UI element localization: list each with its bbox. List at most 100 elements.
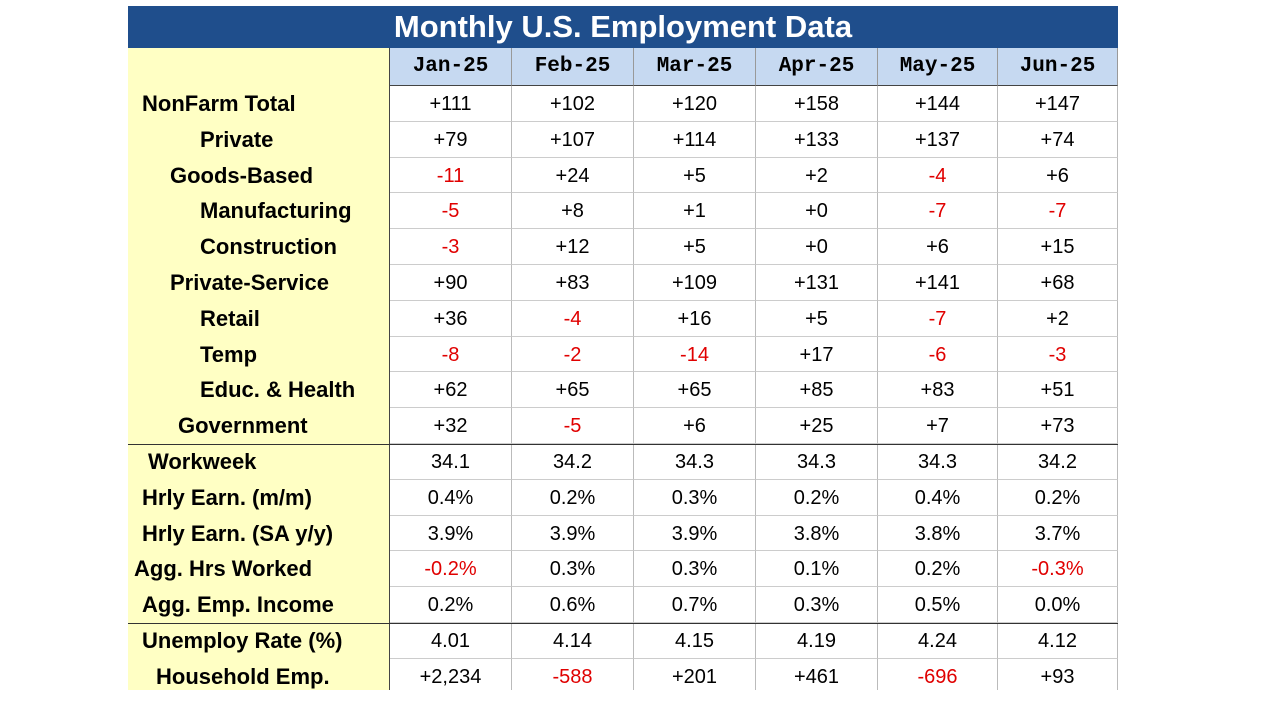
value-cell: 0.3% <box>512 551 634 588</box>
value-cell: 34.3 <box>634 444 756 480</box>
row-label: Private-Service <box>170 270 329 295</box>
value-cell: +73 <box>998 408 1118 444</box>
row-label: Construction <box>200 234 337 260</box>
value-cell: +102 <box>512 86 634 122</box>
row-label: Workweek <box>148 449 257 474</box>
row-label: Retail <box>200 305 260 331</box>
value-cell: +120 <box>634 86 756 122</box>
row-label: Temp <box>200 341 258 367</box>
value-cell: +65 <box>512 372 634 409</box>
value-cell: 3.9% <box>634 515 756 552</box>
value-cell: 0.1% <box>756 551 878 588</box>
value-cell: -11 <box>390 157 512 194</box>
value-cell: +114 <box>634 121 756 158</box>
value-cell: +147 <box>998 86 1118 122</box>
value-cell: +141 <box>878 265 998 301</box>
value-cell: +109 <box>634 265 756 301</box>
value-cell: -3 <box>390 229 512 265</box>
value-cell: -2 <box>512 336 634 373</box>
value-cell: 0.3% <box>634 551 756 588</box>
value-cell: +32 <box>390 408 512 444</box>
value-cell: +0 <box>756 193 878 230</box>
row-label: Private <box>200 126 274 152</box>
column-header: Mar-25 <box>634 48 756 86</box>
value-cell: 34.3 <box>878 444 998 480</box>
value-cell: +201 <box>634 658 756 690</box>
value-cell: +93 <box>998 658 1118 690</box>
value-cell: -0.3% <box>998 551 1118 588</box>
value-cell: +6 <box>634 408 756 444</box>
row-label: NonFarm Total <box>142 91 296 116</box>
value-cell: -0.2% <box>390 551 512 588</box>
value-cell: -4 <box>878 157 998 194</box>
value-cell: +90 <box>390 265 512 301</box>
column-header: Apr-25 <box>756 48 878 86</box>
value-cell: +8 <box>512 193 634 230</box>
value-cell: 4.01 <box>390 623 512 659</box>
value-cell: +36 <box>390 300 512 337</box>
value-cell: +51 <box>998 372 1118 409</box>
row-label: Educ. & Health <box>200 377 356 403</box>
value-cell: +6 <box>998 157 1118 194</box>
table-title: Monthly U.S. Employment Data <box>128 6 1118 48</box>
row-label: Hrly Earn. (m/m) <box>142 484 312 510</box>
value-cell: 4.14 <box>512 623 634 659</box>
value-cell: +65 <box>634 372 756 409</box>
value-cell: 34.1 <box>390 444 512 480</box>
column-header: Feb-25 <box>512 48 634 86</box>
value-cell: 0.2% <box>878 551 998 588</box>
value-cell: +24 <box>512 157 634 194</box>
value-cell: +461 <box>756 658 878 690</box>
value-cell: +85 <box>756 372 878 409</box>
value-cell: 0.2% <box>512 479 634 516</box>
value-cell: -14 <box>634 336 756 373</box>
value-cell: +15 <box>998 229 1118 265</box>
value-cell: -7 <box>998 193 1118 230</box>
row-label: Agg. Hrs Worked <box>134 556 313 582</box>
value-cell: +25 <box>756 408 878 444</box>
value-cell: 34.2 <box>998 444 1118 480</box>
value-cell: 4.19 <box>756 623 878 659</box>
value-cell: 0.3% <box>634 479 756 516</box>
value-cell: +5 <box>756 300 878 337</box>
value-cell: +16 <box>634 300 756 337</box>
row-label: Goods-Based <box>170 162 314 188</box>
value-cell: 0.0% <box>998 587 1118 623</box>
value-cell: 4.12 <box>998 623 1118 659</box>
value-cell: 3.8% <box>756 515 878 552</box>
value-cell: -696 <box>878 658 998 690</box>
value-cell: 0.7% <box>634 587 756 623</box>
value-cell: +17 <box>756 336 878 373</box>
value-cell: -3 <box>998 336 1118 373</box>
row-label: Household Emp. <box>156 663 330 689</box>
value-cell: 0.2% <box>390 587 512 623</box>
value-cell: 0.4% <box>390 479 512 516</box>
row-label: Unemploy Rate (%) <box>142 628 343 653</box>
value-cell: 3.7% <box>998 515 1118 552</box>
value-cell: +12 <box>512 229 634 265</box>
column-header: Jan-25 <box>390 48 512 86</box>
value-cell: -588 <box>512 658 634 690</box>
value-cell: -7 <box>878 193 998 230</box>
value-cell: -5 <box>512 408 634 444</box>
value-cell: +158 <box>756 86 878 122</box>
value-cell: +144 <box>878 86 998 122</box>
value-cell: -7 <box>878 300 998 337</box>
value-cell: +5 <box>634 157 756 194</box>
value-cell: +131 <box>756 265 878 301</box>
value-cell: 0.4% <box>878 479 998 516</box>
row-label: Agg. Emp. Income <box>142 592 334 618</box>
section-separator <box>128 623 1118 624</box>
value-cell: +83 <box>512 265 634 301</box>
row-label: Government <box>178 413 308 439</box>
value-cell: 0.3% <box>756 587 878 623</box>
value-cell: 3.9% <box>390 515 512 552</box>
value-cell: 34.3 <box>756 444 878 480</box>
value-cell: 0.5% <box>878 587 998 623</box>
value-cell: +79 <box>390 121 512 158</box>
value-cell: 3.9% <box>512 515 634 552</box>
value-cell: +5 <box>634 229 756 265</box>
value-cell: +2 <box>756 157 878 194</box>
value-cell: -5 <box>390 193 512 230</box>
value-cell: 34.2 <box>512 444 634 480</box>
